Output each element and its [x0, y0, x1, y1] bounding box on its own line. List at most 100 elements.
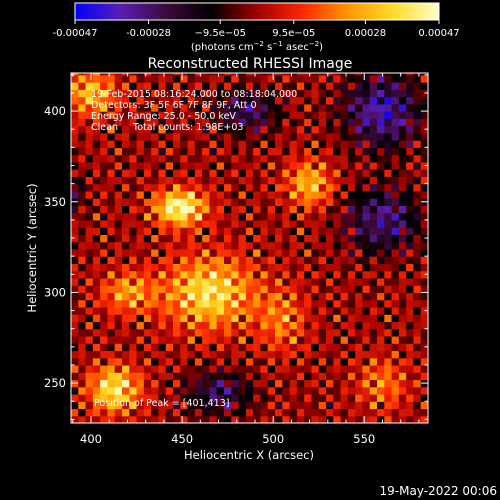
heatmap-cell	[398, 415, 407, 423]
heatmap-cell	[122, 335, 130, 344]
heatmap-cell	[355, 234, 364, 243]
heatmap-cell	[267, 111, 276, 119]
heatmap-cell	[362, 111, 371, 119]
heatmap-cell	[78, 357, 87, 366]
heatmap-cell	[224, 335, 232, 344]
heatmap-cell	[245, 321, 254, 330]
heatmap-cell	[384, 169, 393, 177]
heatmap-cell	[194, 73, 203, 76]
heatmap-cell	[158, 212, 167, 221]
heatmap-cell	[216, 227, 225, 235]
heatmap-cell	[296, 386, 305, 395]
heatmap-cell	[85, 263, 94, 272]
heatmap-cell	[340, 321, 349, 330]
heatmap-cell	[238, 277, 247, 286]
heatmap-cell	[413, 321, 422, 330]
heatmap-cell	[420, 96, 428, 105]
heatmap-cell	[362, 74, 371, 83]
heatmap-cell	[413, 292, 422, 301]
heatmap-cell	[406, 234, 415, 243]
heatmap-cell	[143, 321, 152, 330]
heatmap-cell	[209, 270, 218, 279]
heatmap-cell	[114, 118, 123, 127]
heatmap-cell	[158, 89, 167, 98]
heatmap-cell	[165, 401, 174, 410]
heatmap-cell	[362, 401, 371, 410]
heatmap-cell	[260, 140, 269, 148]
heatmap-cell	[100, 379, 109, 388]
heatmap-cell	[420, 263, 428, 272]
heatmap-cell	[129, 125, 138, 134]
heatmap-cell	[311, 176, 320, 185]
heatmap-cell	[362, 241, 371, 250]
heatmap-cell	[122, 161, 130, 170]
heatmap-cell	[136, 219, 145, 228]
heatmap-cell	[71, 292, 79, 301]
heatmap-cell	[202, 401, 211, 410]
heatmap-cell	[216, 89, 225, 98]
heatmap-cell	[347, 198, 356, 206]
heatmap-cell	[194, 335, 203, 344]
heatmap-cell	[296, 140, 305, 148]
heatmap-cell	[165, 147, 174, 156]
heatmap-cell	[85, 350, 94, 359]
heatmap-cell	[187, 357, 196, 366]
heatmap-cell	[100, 328, 109, 337]
colorbar-tick-label: 9.5e−05	[272, 28, 315, 39]
heatmap-cell	[100, 372, 109, 381]
heatmap-cell	[194, 82, 203, 90]
heatmap-cell	[384, 343, 393, 352]
heatmap-cell	[238, 176, 247, 185]
heatmap-cell	[347, 335, 356, 344]
heatmap-cell	[326, 256, 334, 265]
heatmap-cell	[187, 277, 196, 286]
heatmap-cell	[231, 234, 240, 243]
heatmap-cell	[85, 82, 94, 90]
heatmap-cell	[231, 386, 240, 395]
heatmap-cell	[173, 415, 181, 423]
y-tick-label: 250	[44, 376, 66, 390]
heatmap-cell	[151, 292, 160, 301]
heatmap-cell	[326, 111, 334, 119]
heatmap-cell	[245, 364, 254, 373]
heatmap-cell	[122, 350, 130, 359]
heatmap-cell	[78, 299, 87, 308]
heatmap-cell	[107, 73, 116, 76]
heatmap-cell	[369, 219, 378, 228]
heatmap-cell	[289, 82, 298, 90]
heatmap-cell	[136, 103, 145, 112]
heatmap-cell	[114, 212, 123, 221]
heatmap-cell	[151, 415, 160, 423]
heatmap-cell	[209, 401, 218, 410]
heatmap-cell	[333, 364, 342, 373]
heatmap-cell	[267, 74, 276, 83]
heatmap-cell	[136, 256, 145, 265]
heatmap-cell	[340, 314, 349, 323]
heatmap-cell	[129, 241, 138, 250]
heatmap-cell	[238, 357, 247, 366]
heatmap-cell	[267, 299, 276, 308]
heatmap-cell	[114, 335, 123, 344]
heatmap-cell	[114, 343, 123, 352]
heatmap-cell	[180, 321, 189, 330]
heatmap-cell	[92, 125, 101, 134]
heatmap-cell	[420, 415, 428, 423]
heatmap-cell	[326, 386, 334, 395]
heatmap-cell	[289, 299, 298, 308]
heatmap-cell	[253, 415, 262, 423]
heatmap-cell	[122, 74, 130, 83]
heatmap-cell	[165, 118, 174, 127]
heatmap-cell	[267, 73, 276, 76]
heatmap-cell	[362, 256, 371, 265]
heatmap-cell	[187, 393, 196, 402]
heatmap-cell	[238, 292, 247, 301]
heatmap-cell	[187, 241, 196, 250]
heatmap-cell	[187, 198, 196, 206]
heatmap-cell	[406, 73, 415, 76]
heatmap-cell	[122, 219, 130, 228]
heatmap-cell	[71, 219, 79, 228]
heatmap-cell	[267, 212, 276, 221]
heatmap-cell	[187, 161, 196, 170]
heatmap-cell	[347, 408, 356, 417]
heatmap-cell	[260, 205, 269, 214]
